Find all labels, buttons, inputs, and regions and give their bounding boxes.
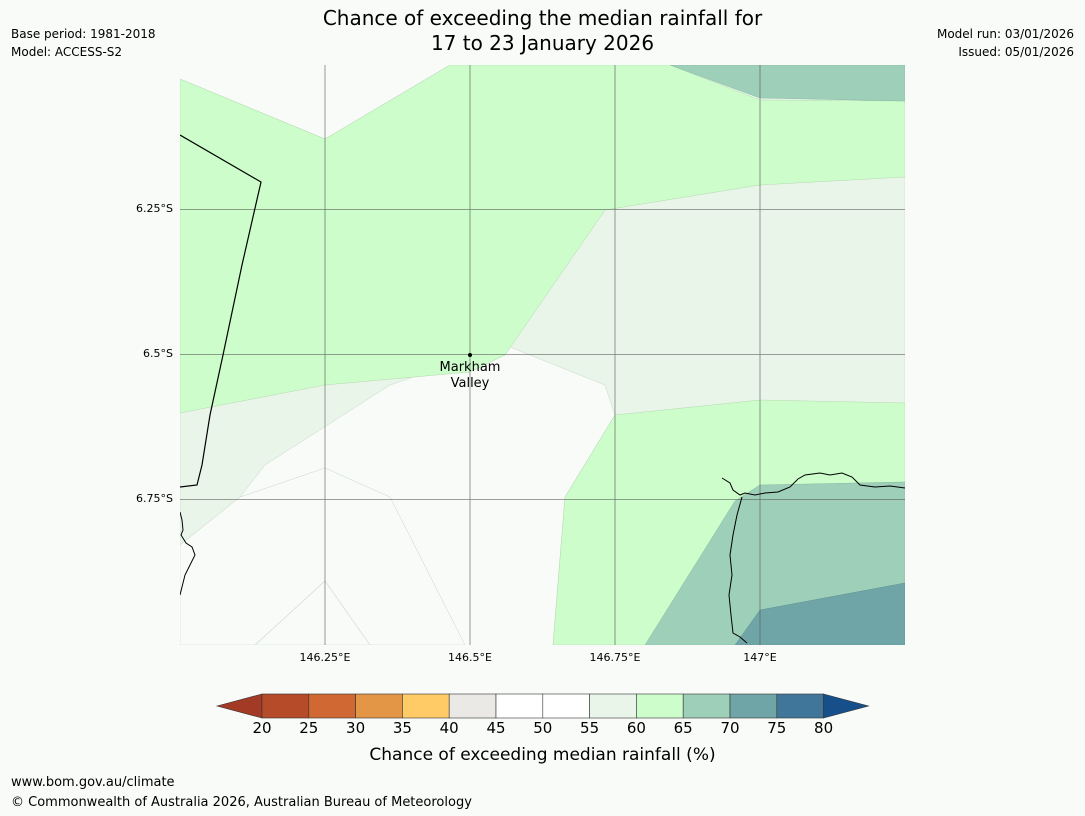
footer-copyright: © Commonwealth of Australia 2026, Austra… (11, 795, 472, 810)
contour-65-70-band-north (669, 65, 905, 102)
colorbar-tick-55: 55 (580, 719, 600, 737)
colorbar-cell-25-30 (308, 693, 356, 719)
place-line-1: Markham (439, 360, 501, 375)
colorbar-tick-70: 70 (720, 719, 740, 737)
coastline-west (180, 511, 196, 596)
colorbar-cell-45-50 (495, 693, 544, 719)
colorbar-cell-50-55 (542, 693, 590, 719)
colorbar-cell-65-70 (682, 693, 731, 719)
colorbar-tick-50: 50 (533, 719, 553, 737)
lon-label-146-5: 146.5°E (448, 651, 492, 664)
colorbar-cell-75-80 (776, 693, 824, 719)
meta-left: Base period: 1981-2018 Model: ACCESS-S2 (11, 25, 156, 61)
colorbar-tick-40: 40 (439, 719, 459, 737)
colorbar-tick-65: 65 (673, 719, 693, 737)
colorbar (215, 693, 870, 719)
lat-label-6-25: 6.25°S (136, 202, 173, 215)
contour-70-75-band (734, 582, 905, 645)
place-line-2: Valley (450, 376, 490, 391)
lat-label-6-5: 6.5°S (143, 347, 173, 360)
map-panel (180, 65, 905, 645)
colorbar-cell-60-65 (636, 693, 684, 719)
footer-url[interactable]: www.bom.gov.au/climate (11, 775, 175, 790)
colorbar-tick-75: 75 (767, 719, 787, 737)
colorbar-tick-80: 80 (814, 719, 834, 737)
contour-60-65-band-north (180, 65, 905, 414)
colorbar-tick-60: 60 (626, 719, 646, 737)
colorbar-cell-30-35 (355, 693, 403, 719)
graticule (180, 65, 905, 645)
coastline-east (721, 472, 905, 496)
lon-label-146-25: 146.25°E (299, 651, 351, 664)
colorbar-tick-30: 30 (346, 719, 366, 737)
base-period-text: Base period: 1981-2018 (11, 27, 156, 41)
colorbar-label: Chance of exceeding median rainfall (%) (369, 745, 716, 765)
map-title: Chance of exceeding the median rainfall … (0, 6, 1085, 56)
colorbar-cells (215, 693, 870, 719)
colorbar-cell-55-60 (589, 693, 637, 719)
colorbar-cell-20-25 (261, 693, 310, 719)
border-line (180, 134, 262, 488)
title-line-2: 17 to 23 January 2026 (430, 31, 655, 55)
lon-label-147: 147°E (743, 651, 777, 664)
markham-valley-marker (468, 353, 472, 357)
model-text: Model: ACCESS-S2 (11, 45, 123, 59)
lon-label-146-75: 146.75°E (589, 651, 641, 664)
place-label-markham-valley: Markham Valley (440, 360, 501, 392)
meta-right: Model run: 03/01/2026 Issued: 05/01/2026 (937, 25, 1074, 61)
colorbar-tick-25: 25 (299, 719, 319, 737)
coastline-east-south (728, 496, 748, 644)
contour-50-55-band (180, 467, 466, 645)
title-line-1: Chance of exceeding the median rainfall … (322, 6, 763, 30)
colorbar-tick-45: 45 (486, 719, 506, 737)
colorbar-tick-20: 20 (252, 719, 272, 737)
issued-text: Issued: 05/01/2026 (958, 45, 1074, 59)
colorbar-cell-40-45 (448, 693, 497, 719)
colorbar-tick-35: 35 (392, 719, 412, 737)
colorbar-extend-low (215, 693, 263, 719)
colorbar-cell-70-75 (729, 693, 778, 719)
lat-label-6-75: 6.75°S (136, 492, 173, 505)
colorbar-extend-high (823, 693, 870, 719)
model-run-text: Model run: 03/01/2026 (936, 27, 1074, 41)
colorbar-cell-35-40 (402, 693, 450, 719)
